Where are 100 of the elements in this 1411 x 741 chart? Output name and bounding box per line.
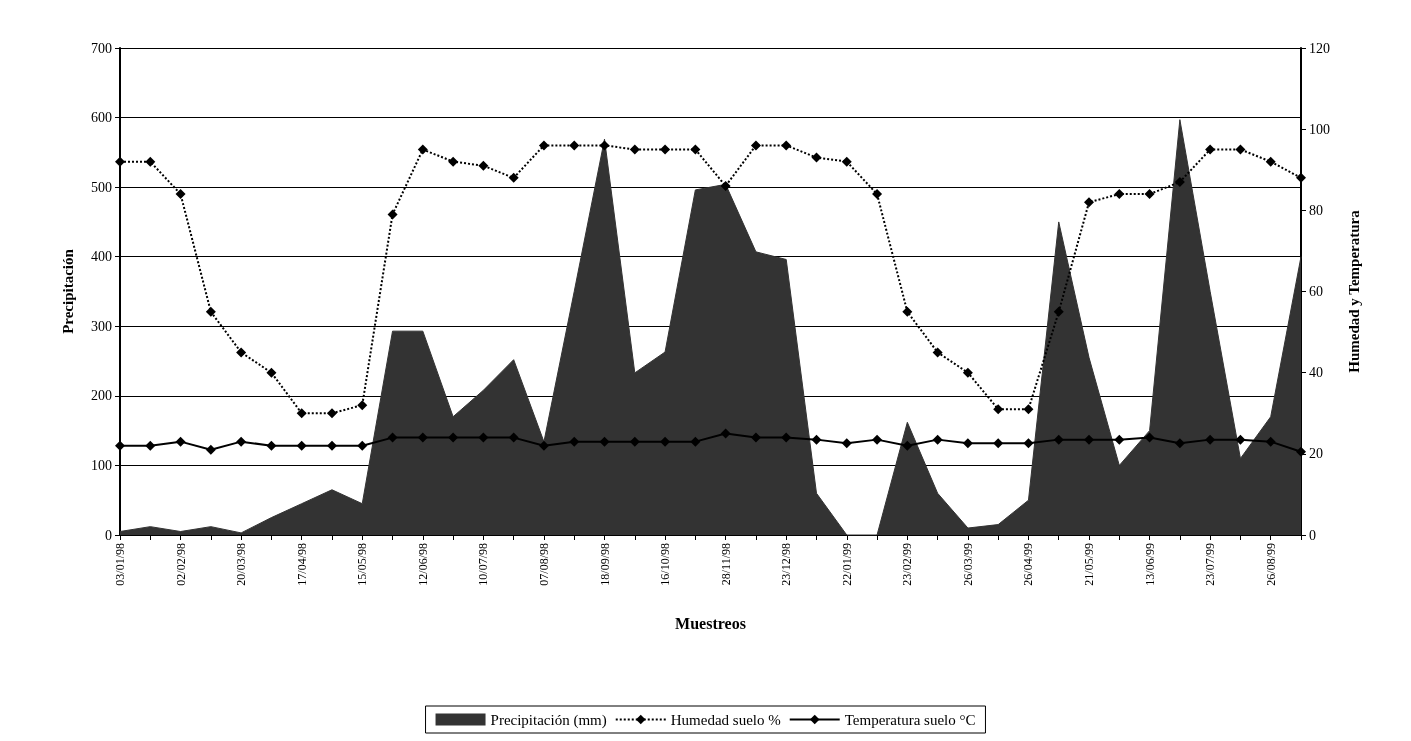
point [629,436,640,447]
y2-tick-label: 40 [1309,365,1323,381]
point [205,306,216,317]
point [932,434,943,445]
point [236,347,247,358]
point [1114,434,1125,445]
point [902,440,913,451]
point [720,428,731,439]
x-tick-label: 15/05/98 [355,543,370,586]
y-tick-label: 400 [91,249,112,265]
point [236,436,247,447]
point [720,180,731,191]
point [296,440,307,451]
point [417,432,428,443]
point [1144,189,1155,200]
y2-tick-label: 80 [1309,202,1323,218]
y2-tick-label: 60 [1309,284,1323,299]
legend-label: Humedad suelo % [670,711,781,728]
point [962,438,973,449]
point [629,144,640,155]
point [175,189,186,200]
point [478,432,489,443]
point [417,144,428,155]
y2-tick-label: 20 [1309,446,1323,462]
y-tick-label: 300 [91,318,112,334]
point [902,306,913,317]
point [1084,197,1095,208]
point [387,209,398,220]
point [872,434,883,445]
point [145,440,156,451]
x-tick-label: 16/10/98 [658,543,673,586]
point [266,367,277,378]
point [1265,436,1276,447]
point [1144,432,1155,443]
legend-label: Temperatura suelo °C [844,711,976,728]
point [993,404,1004,415]
point [1023,404,1034,415]
x-tick-label: 22/01/99 [839,543,854,586]
point [599,140,610,151]
y-tick-label: 500 [91,179,112,195]
x-tick-label: 03/01/98 [113,543,127,586]
point [296,408,307,419]
point [569,436,580,447]
x-tick-label: 07/08/98 [536,543,551,586]
point [145,156,156,167]
x-axis-title: Muestreos [675,614,746,632]
point [508,432,519,443]
point [690,144,701,155]
y2-tick-label: 100 [1309,121,1330,137]
point [690,436,701,447]
point [781,432,792,443]
x-tick-label: 20/03/98 [234,543,249,586]
point [811,434,822,445]
point [1235,434,1246,445]
point [750,140,761,151]
x-tick-label: 26/04/99 [1021,543,1036,586]
y2-tick-label: 120 [1309,40,1330,56]
point [811,152,822,163]
y2-axis-title: Humedad y Temperatura [1345,209,1362,373]
point [841,156,852,167]
y-tick-label: 700 [91,40,112,56]
point [357,400,368,411]
point [1205,144,1216,155]
point [1296,172,1306,183]
point [993,438,1004,449]
point [1114,189,1125,200]
x-tick-label: 21/05/99 [1082,543,1097,586]
point [932,347,943,358]
x-tick-label: 02/02/98 [173,543,188,586]
x-tick-label: 17/04/98 [294,543,309,586]
x-tick-label: 23/12/98 [779,543,794,586]
point [781,140,792,151]
y-axis-title: Precipitación [59,248,76,334]
point [1053,306,1064,317]
point [599,436,610,447]
y2-tick-label: 0 [1309,527,1316,543]
point [266,440,277,451]
point [175,436,186,447]
point [538,140,549,151]
point [538,440,549,451]
point [508,172,519,183]
point [205,444,216,455]
point [1296,446,1306,457]
point [357,440,368,451]
point [660,144,671,155]
point [115,156,125,167]
x-tick-label: 13/06/99 [1142,543,1157,586]
point [1174,438,1185,449]
point [326,408,337,419]
point [326,440,337,451]
point [387,432,398,443]
y-tick-label: 100 [91,457,112,473]
x-tick-label: 12/06/98 [415,543,430,586]
point [962,367,973,378]
point [115,440,125,451]
x-tick-label: 28/11/98 [718,543,733,586]
point [750,432,761,443]
x-tick-label: 26/03/99 [960,543,975,586]
legend-label: Precipitación (mm) [490,711,607,729]
y-tick-label: 200 [91,388,112,404]
